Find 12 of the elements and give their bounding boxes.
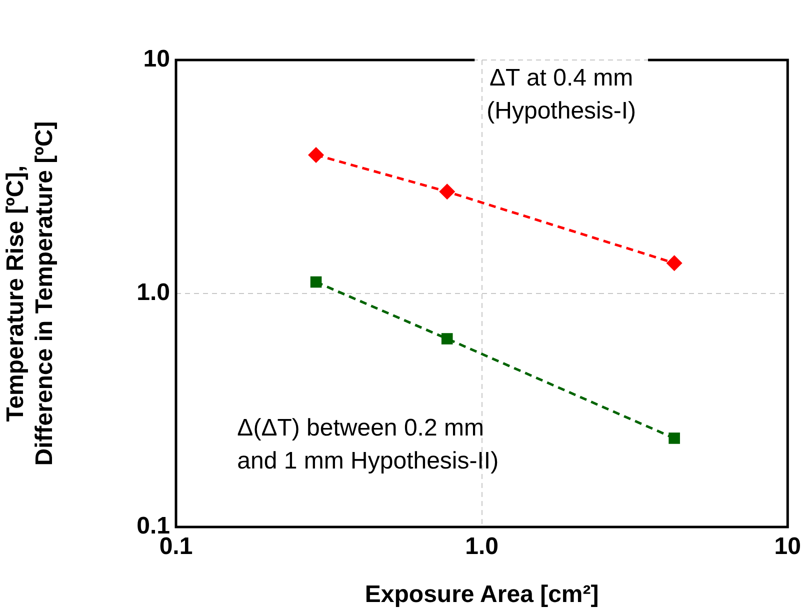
annotation: Δ(ΔT) between 0.2 mm and 1 mm Hypothesis-II)	[237, 414, 499, 475]
annotation: ΔT at 0.4 mm (Hypothesis-I)	[486, 64, 636, 124]
point	[310, 276, 322, 288]
point	[308, 146, 324, 163]
y-tick-label: 10	[143, 46, 170, 73]
point	[668, 432, 680, 444]
x-tick-label: 10	[774, 533, 802, 560]
y-axis-title: Temperature Rise [ºC], Difference in Temperature [ºC]	[2, 121, 58, 466]
x-tick-label: 1.0	[465, 533, 499, 560]
x-axis-title: Exposure Area [cm²]	[364, 581, 599, 608]
y-tick-label: 1.0	[136, 279, 170, 306]
point	[666, 255, 682, 272]
